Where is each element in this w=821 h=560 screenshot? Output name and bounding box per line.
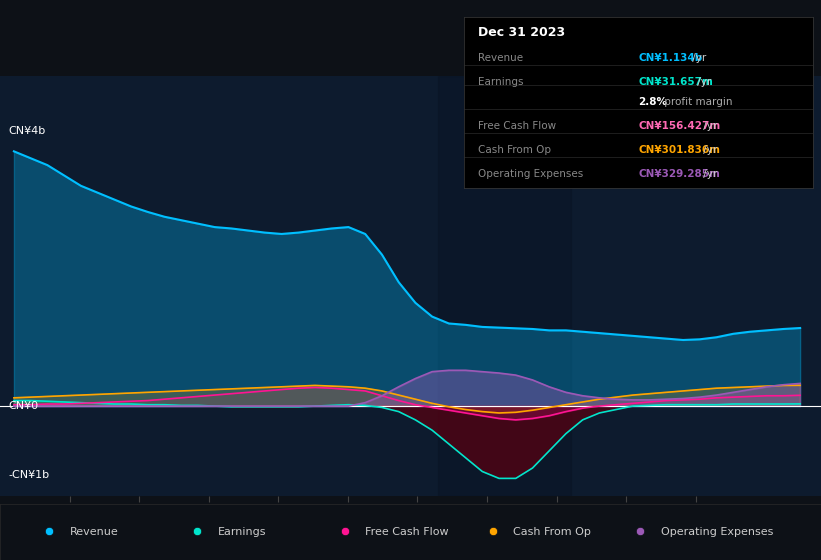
Text: CN¥301.836m: CN¥301.836m (639, 145, 720, 155)
Text: Operating Expenses: Operating Expenses (478, 169, 583, 179)
Text: /yr: /yr (695, 77, 712, 87)
Text: Free Cash Flow: Free Cash Flow (478, 121, 556, 131)
Text: CN¥0: CN¥0 (8, 401, 39, 411)
Text: Operating Expenses: Operating Expenses (661, 527, 773, 537)
Text: Revenue: Revenue (478, 53, 523, 63)
Text: Cash From Op: Cash From Op (513, 527, 591, 537)
Text: /yr: /yr (699, 121, 717, 131)
Text: CN¥156.427m: CN¥156.427m (639, 121, 721, 131)
Text: -CN¥1b: -CN¥1b (8, 470, 49, 480)
Text: Earnings: Earnings (478, 77, 523, 87)
Text: Earnings: Earnings (218, 527, 266, 537)
Text: CN¥329.285m: CN¥329.285m (639, 169, 720, 179)
Bar (438, 76, 571, 496)
Text: CN¥1.134b: CN¥1.134b (639, 53, 703, 63)
Text: Cash From Op: Cash From Op (478, 145, 551, 155)
Text: profit margin: profit margin (661, 97, 732, 107)
Text: /yr: /yr (699, 145, 717, 155)
Text: Revenue: Revenue (70, 527, 118, 537)
Text: Dec 31 2023: Dec 31 2023 (478, 26, 565, 39)
Text: /yr: /yr (699, 169, 717, 179)
Text: Free Cash Flow: Free Cash Flow (365, 527, 449, 537)
Text: 2.8%: 2.8% (639, 97, 667, 107)
Text: CN¥4b: CN¥4b (8, 125, 45, 136)
Text: /yr: /yr (689, 53, 706, 63)
Text: CN¥31.657m: CN¥31.657m (639, 77, 713, 87)
